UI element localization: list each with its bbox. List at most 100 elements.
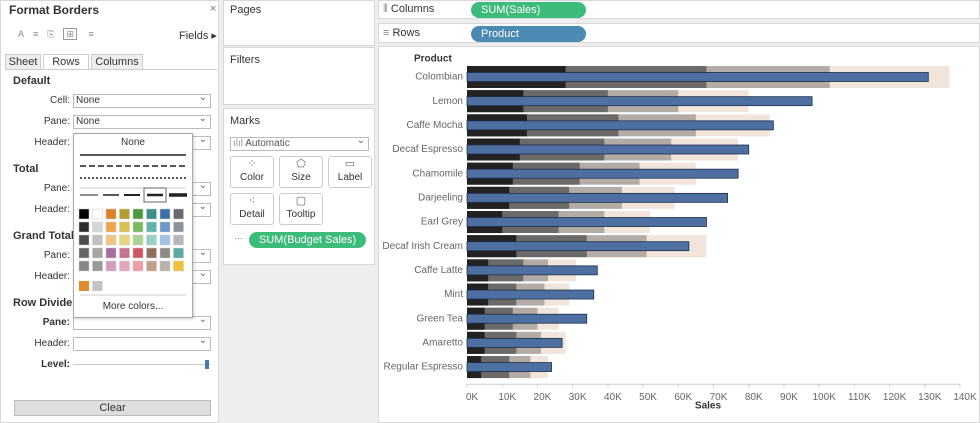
category-label: Earl Grey xyxy=(421,217,463,228)
swatch[interactable] xyxy=(78,247,90,259)
swatch[interactable] xyxy=(132,234,144,246)
swatch[interactable] xyxy=(92,221,103,233)
swatch[interactable] xyxy=(92,281,103,291)
field-label: Pane: xyxy=(43,183,70,194)
swatch[interactable] xyxy=(78,234,90,246)
swatch[interactable] xyxy=(132,260,144,272)
field-select[interactable]: None xyxy=(73,92,211,108)
tab[interactable]: Columns xyxy=(91,54,143,69)
swatch[interactable] xyxy=(146,208,157,220)
swatch[interactable] xyxy=(173,208,184,220)
x-tick-label: 40K xyxy=(604,392,622,403)
category-label: Chamomile xyxy=(412,168,463,179)
mark-icon: ⁖ xyxy=(248,195,256,207)
swatch[interactable] xyxy=(146,260,157,272)
field-value: None xyxy=(76,95,100,106)
chart: Product Sales Colombian Lemon Caffe Mocha D… xyxy=(378,46,980,423)
more-colors[interactable]: More colors... xyxy=(102,301,164,312)
mark-icon: ⁘ xyxy=(247,158,257,170)
mark-button[interactable]: ⬠ Size xyxy=(279,156,323,188)
swatch[interactable] xyxy=(173,260,184,272)
field-label: Header: xyxy=(34,271,70,282)
mark-button-label: Size xyxy=(291,172,311,183)
budget-pill[interactable]: SUM(Budget Sales) xyxy=(249,232,366,248)
swatch[interactable] xyxy=(78,221,90,233)
x-tick-label: 30K xyxy=(569,392,587,403)
swatch[interactable] xyxy=(105,221,117,233)
swatch[interactable] xyxy=(146,221,157,233)
swatch[interactable] xyxy=(132,208,144,220)
x-tick-label: 130K xyxy=(918,392,942,403)
field-label: Pane: xyxy=(43,250,70,261)
mark-button[interactable]: ⁘ Color xyxy=(230,156,274,188)
swatch[interactable] xyxy=(173,234,184,246)
category-label: Darjeeling xyxy=(418,192,463,203)
slider-thumb[interactable] xyxy=(205,360,209,369)
swatch[interactable] xyxy=(119,247,130,259)
swatch[interactable] xyxy=(105,247,117,259)
swatch[interactable] xyxy=(92,208,103,220)
swatch[interactable] xyxy=(105,234,117,246)
none-option[interactable]: None xyxy=(121,137,145,148)
swatch[interactable] xyxy=(105,260,117,272)
swatch[interactable] xyxy=(105,208,117,220)
tab[interactable]: Rows xyxy=(43,54,89,69)
x-tick-label: 60K xyxy=(674,392,692,403)
swatch[interactable] xyxy=(119,221,130,233)
rows-pill[interactable]: Product xyxy=(471,26,586,42)
x-tick-label: 80K xyxy=(745,392,763,403)
fields-menu[interactable]: Fields ▸ xyxy=(179,30,217,42)
x-tick-label: 10K xyxy=(498,392,516,403)
field-label: Header: xyxy=(34,204,70,215)
swatch[interactable] xyxy=(132,247,144,259)
section-title: Grand Total xyxy=(13,230,74,242)
swatch[interactable] xyxy=(119,208,130,220)
field-select[interactable] xyxy=(73,314,211,330)
columns-pill[interactable]: SUM(Sales) xyxy=(471,2,586,18)
field-select[interactable] xyxy=(73,335,211,351)
mark-button[interactable]: ⁖ Detail xyxy=(230,193,274,225)
mark-button[interactable]: ▢ Tooltip xyxy=(279,193,323,225)
bar xyxy=(466,337,563,348)
swatch[interactable] xyxy=(159,208,171,220)
mark-button-label: Tooltip xyxy=(286,209,316,220)
swatch[interactable] xyxy=(92,260,103,272)
swatch[interactable] xyxy=(78,260,90,272)
close-button[interactable]: × xyxy=(210,3,217,15)
swatch[interactable] xyxy=(92,234,103,246)
clear-button[interactable]: Clear xyxy=(14,400,211,416)
columns-shelf: ⦀ Columns SUM(Sales) xyxy=(378,0,980,19)
swatch[interactable] xyxy=(159,221,171,233)
swatch[interactable] xyxy=(159,260,171,272)
toolbar-icons[interactable]: A≡⎘ ⊞ ≡ xyxy=(18,28,103,40)
swatch[interactable] xyxy=(159,247,171,259)
swatch[interactable] xyxy=(119,234,130,246)
field-label: Pane: xyxy=(43,116,70,127)
x-tick-label: 120K xyxy=(883,392,907,403)
swatch[interactable] xyxy=(146,247,157,259)
tab[interactable]: Sheet xyxy=(5,54,41,69)
swatch[interactable] xyxy=(173,221,184,233)
category-label: Colombian xyxy=(415,72,463,83)
rows-label: ≡ Rows xyxy=(383,27,420,39)
field-icon: ⋯ xyxy=(234,233,243,243)
mark-type-select[interactable]: ılıl Automatic xyxy=(230,135,369,151)
swatch[interactable] xyxy=(146,234,157,246)
x-tick-label: 140K xyxy=(953,392,977,403)
swatch[interactable] xyxy=(119,260,130,272)
swatch[interactable] xyxy=(78,208,90,220)
swatch[interactable] xyxy=(173,247,184,259)
bar xyxy=(466,289,595,300)
swatch[interactable] xyxy=(132,221,144,233)
mark-button[interactable]: ▭ Label xyxy=(328,156,372,188)
category-label: Regular Espresso xyxy=(384,362,464,373)
swatch[interactable] xyxy=(92,247,103,259)
tab-bar: Sheet Rows Columns xyxy=(5,54,217,70)
level-slider[interactable] xyxy=(73,364,211,365)
swatch[interactable] xyxy=(79,281,89,291)
field-select[interactable]: None xyxy=(73,113,211,129)
section-title: Total xyxy=(13,163,39,175)
pages-label: Pages xyxy=(230,4,262,16)
swatch[interactable] xyxy=(159,234,171,246)
